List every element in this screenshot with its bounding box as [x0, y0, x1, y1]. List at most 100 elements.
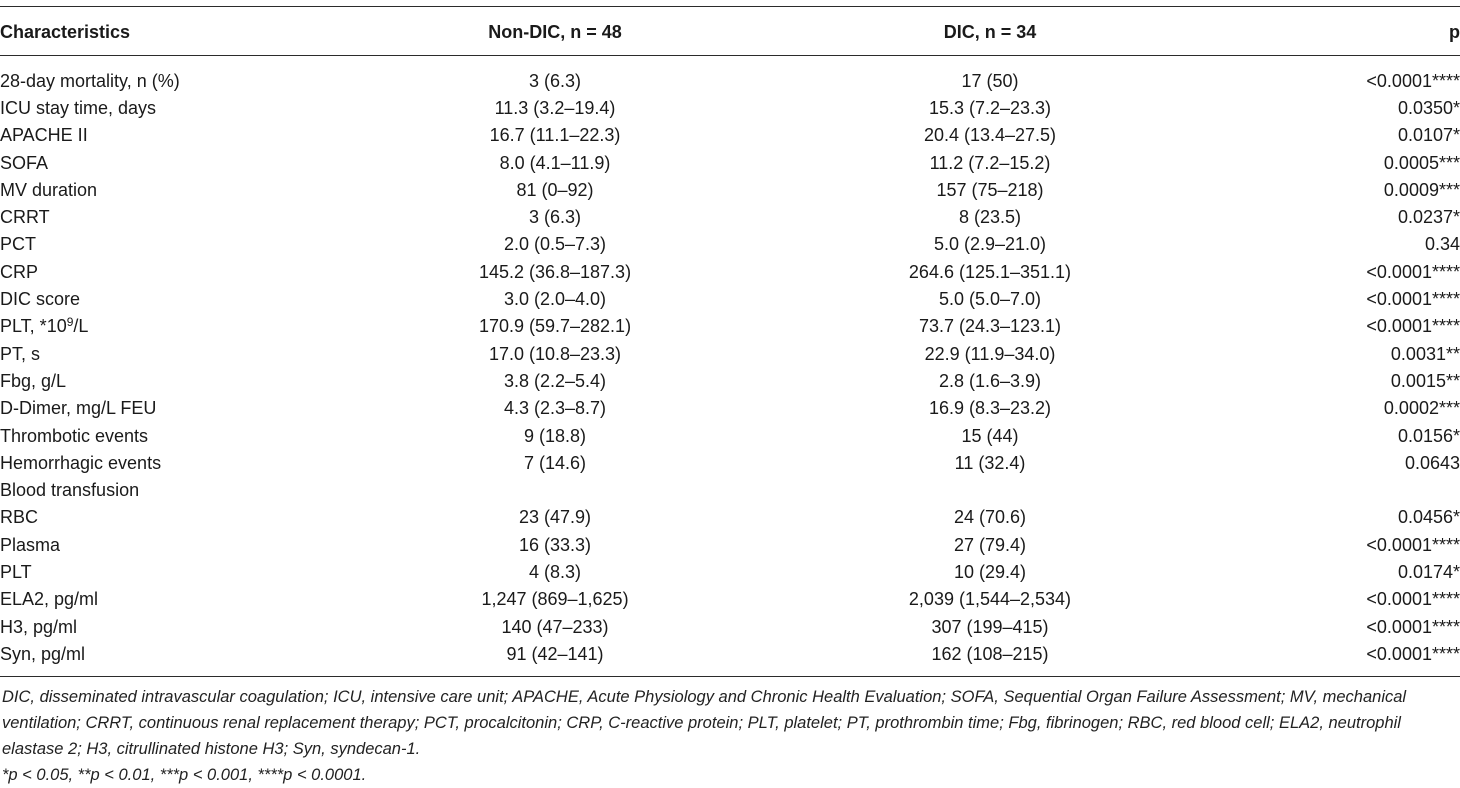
- table-row: PCT 2.0 (0.5–7.3) 5.0 (2.9–21.0) 0.34: [0, 231, 1460, 258]
- characteristics-table: Characteristics Non-DIC, n = 48 DIC, n =…: [0, 9, 1460, 668]
- table-row: Blood transfusion: [0, 476, 1460, 503]
- row-label: ELA2, pg/ml: [0, 589, 99, 610]
- p-value: <0.0001****: [1366, 70, 1460, 91]
- row-label: H3, pg/ml: [0, 616, 78, 637]
- dic-value: 2.8 (1.6–3.9): [938, 370, 1042, 391]
- row-label: Hemorrhagic events: [0, 452, 162, 473]
- table-row: MV duration 81 (0–92) 157 (75–218) 0.0009**…: [0, 176, 1460, 203]
- row-label: MV duration: [0, 179, 98, 200]
- table-row: ICU stay time, days 11.3 (3.2–19.4) 15.3 (…: [0, 94, 1460, 121]
- row-label-superscript: 9: [66, 315, 74, 330]
- row-label: SOFA: [0, 152, 49, 173]
- non-dic-value: 2.0 (0.5–7.3): [503, 234, 607, 255]
- table-row: H3, pg/ml 140 (47–233) 307 (199–415) <0.000…: [0, 613, 1460, 640]
- table-row: Thrombotic events 9 (18.8) 15 (44) 0.0156*: [0, 422, 1460, 449]
- table-row: SOFA 8.0 (4.1–11.9) 11.2 (7.2–15.2) 0.0005*…: [0, 149, 1460, 176]
- p-value: 0.0237*: [1397, 207, 1460, 228]
- row-label: 28-day mortality, n (%): [0, 70, 180, 91]
- row-label: PT, s: [0, 343, 41, 364]
- dic-value: 24 (70.6): [953, 507, 1027, 528]
- p-value: <0.0001****: [1366, 589, 1460, 610]
- row-label: Thrombotic events: [0, 425, 149, 446]
- dic-value: 15 (44): [961, 425, 1019, 446]
- row-label-main: PLT, *10: [0, 316, 67, 337]
- row-label-tail: /L: [73, 316, 89, 337]
- table-row: PLT, *109/L 170.9 (59.7–282.1) 73.7 (24.3–…: [0, 313, 1460, 340]
- table-row: D-Dimer, mg/L FEU 4.3 (2.3–8.7) 16.9 (8.3–…: [0, 395, 1460, 422]
- table-header-rule: [0, 55, 1460, 56]
- row-label: CRRT: [0, 207, 50, 228]
- dic-value: 307 (199–415): [931, 616, 1049, 637]
- p-value: 0.0174*: [1397, 561, 1460, 582]
- non-dic-value: 170.9 (59.7–282.1): [478, 316, 632, 337]
- non-dic-value: 3 (6.3): [528, 207, 582, 228]
- table-row: Plasma 16 (33.3) 27 (79.4) <0.0001****: [0, 531, 1460, 558]
- row-label: RBC: [0, 507, 39, 528]
- non-dic-value: 16 (33.3): [518, 534, 592, 555]
- row-label: PLT, *109/L: [0, 313, 330, 340]
- row-label: PCT: [0, 234, 36, 255]
- table-row: CRRT 3 (6.3) 8 (23.5) 0.0237*: [0, 203, 1460, 230]
- table-row: Syn, pg/ml 91 (42–141) 162 (108–215) <0.000…: [0, 640, 1460, 667]
- row-label: Syn, pg/ml: [0, 643, 86, 664]
- p-value: 0.0015**: [1390, 370, 1460, 391]
- p-value: 0.0456*: [1397, 507, 1460, 528]
- dic-value: 11.2 (7.2–15.2): [929, 152, 1051, 173]
- dic-value: 157 (75–218): [936, 179, 1044, 200]
- p-value: 0.34: [1424, 234, 1460, 255]
- dic-value: 73.7 (24.3–123.1): [918, 316, 1062, 337]
- non-dic-value: 9 (18.8): [523, 425, 587, 446]
- table-row: 28-day mortality, n (%) 3 (6.3) 17 (50) <0.…: [0, 67, 1460, 94]
- table-footnotes: DIC, disseminated intravascular coagulat…: [2, 684, 1458, 788]
- dic-value: [780, 476, 1200, 503]
- dic-value: 10 (29.4): [953, 561, 1027, 582]
- row-label: APACHE II: [0, 125, 88, 146]
- table-header-row: Characteristics Non-DIC, n = 48 DIC, n =…: [0, 9, 1460, 55]
- p-value: 0.0643: [1404, 452, 1460, 473]
- table-bottom-rule: [0, 676, 1460, 677]
- non-dic-value: 3.8 (2.2–5.4): [503, 370, 607, 391]
- dic-value: 20.4 (13.4–27.5): [923, 125, 1057, 146]
- table-row: Hemorrhagic events 7 (14.6) 11 (32.4) 0.064…: [0, 449, 1460, 476]
- dic-value: 27 (79.4): [953, 534, 1027, 555]
- p-value: 0.0002***: [1383, 398, 1460, 419]
- p-value: 0.0005***: [1383, 152, 1460, 173]
- table-row: RBC 23 (47.9) 24 (70.6) 0.0456*: [0, 504, 1460, 531]
- non-dic-value: 145.2 (36.8–187.3): [478, 261, 632, 282]
- p-value: 0.0350*: [1397, 97, 1460, 118]
- dic-value: 264.6 (125.1–351.1): [908, 261, 1072, 282]
- row-label: DIC score: [0, 289, 81, 310]
- row-label: ICU stay time, days: [0, 97, 157, 118]
- dic-value: 11 (32.4): [954, 452, 1026, 473]
- non-dic-value: 7 (14.6): [523, 452, 587, 473]
- non-dic-value: 17.0 (10.8–23.3): [488, 343, 622, 364]
- non-dic-value: 4.3 (2.3–8.7): [503, 398, 607, 419]
- header-characteristics: Characteristics: [0, 21, 131, 42]
- dic-value: 8 (23.5): [958, 207, 1022, 228]
- abbreviations-footnote: DIC, disseminated intravascular coagulat…: [2, 688, 1407, 758]
- row-label: D-Dimer, mg/L FEU: [0, 398, 157, 419]
- p-value: 0.0009***: [1383, 179, 1460, 200]
- table-body: 28-day mortality, n (%) 3 (6.3) 17 (50) <0.…: [0, 67, 1460, 668]
- p-value: <0.0001****: [1366, 616, 1460, 637]
- non-dic-value: 3.0 (2.0–4.0): [503, 289, 607, 310]
- p-value: <0.0001****: [1366, 643, 1460, 664]
- p-value: <0.0001****: [1366, 534, 1460, 555]
- dic-value: 15.3 (7.2–23.3): [928, 97, 1052, 118]
- p-value: <0.0001****: [1366, 261, 1460, 282]
- dic-value: 162 (108–215): [931, 643, 1049, 664]
- header-dic: DIC, n = 34: [943, 21, 1037, 42]
- non-dic-value: 11.3 (3.2–19.4): [494, 97, 616, 118]
- dic-value: 5.0 (5.0–7.0): [938, 289, 1042, 310]
- table-row: CRP 145.2 (36.8–187.3) 264.6 (125.1–351.1)…: [0, 258, 1460, 285]
- non-dic-value: 140 (47–233): [501, 616, 609, 637]
- row-label: CRP: [0, 261, 39, 282]
- non-dic-value: 8.0 (4.1–11.9): [499, 152, 611, 173]
- row-label: PLT: [0, 561, 32, 582]
- dic-value: 16.9 (8.3–23.2): [928, 398, 1052, 419]
- p-value: 0.0107*: [1397, 125, 1460, 146]
- header-p-value: p: [1449, 21, 1460, 42]
- p-value: <0.0001****: [1366, 289, 1460, 310]
- row-label: Blood transfusion: [0, 480, 140, 501]
